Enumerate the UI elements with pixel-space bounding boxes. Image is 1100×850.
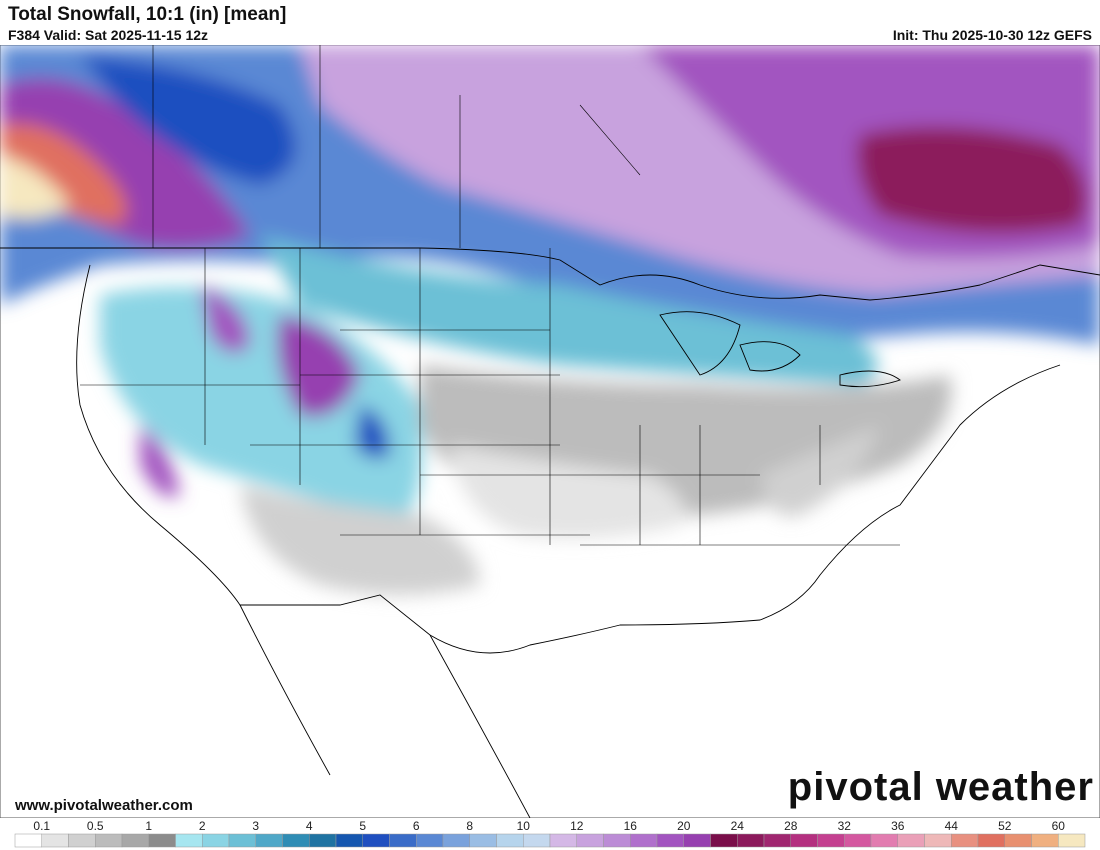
color-cell xyxy=(469,833,497,848)
great-lakes xyxy=(659,311,901,388)
color-cell xyxy=(442,833,470,848)
color-cell xyxy=(95,833,123,848)
colorbar-label: 44 xyxy=(945,819,959,833)
color-cell xyxy=(255,833,283,848)
colorbar-label: 5 xyxy=(359,819,366,833)
colorbar-label: 24 xyxy=(731,819,745,833)
color-cell xyxy=(362,833,390,848)
color-cell xyxy=(630,833,658,848)
color-cell xyxy=(977,833,1005,848)
colorbar-label: 0.5 xyxy=(87,819,104,833)
state-lines xyxy=(80,45,900,546)
color-cell xyxy=(282,833,310,848)
colorbar: 0.1 0.5 1 2 3 4 5 6 8 10 12 16 20 24 28 32 36 44 52 60 xyxy=(14,819,1086,848)
colorbar-label: 28 xyxy=(784,819,798,833)
colorbar-label: 2 xyxy=(199,819,206,833)
colorbar-label: 60 xyxy=(1052,819,1066,833)
color-cell xyxy=(576,833,604,848)
color-cell xyxy=(335,833,363,848)
colorbar-label: 8 xyxy=(466,819,473,833)
color-cell xyxy=(763,833,791,848)
color-cell xyxy=(924,833,952,848)
color-cell xyxy=(737,833,765,848)
color-cell xyxy=(523,833,551,848)
colorbar-label: 4 xyxy=(306,819,313,833)
color-cell xyxy=(202,833,230,848)
logo: pivotal weather xyxy=(787,765,1094,809)
us-canada-border xyxy=(0,247,1100,301)
colorbar-label: 1 xyxy=(145,819,152,833)
color-cell xyxy=(870,833,898,848)
color-cell xyxy=(817,833,845,848)
color-cell xyxy=(790,833,818,848)
map-title: Total Snowfall, 10:1 (in) [mean] xyxy=(8,4,287,25)
colorbar-label: 10 xyxy=(517,819,531,833)
valid-time: F384 Valid: Sat 2025-11-15 12z xyxy=(8,27,209,43)
colorbar-label: 0.1 xyxy=(33,819,50,833)
mexico-outline xyxy=(239,604,531,818)
color-cell xyxy=(41,833,69,848)
snowfall-field xyxy=(0,45,1100,595)
color-cell xyxy=(656,833,684,848)
color-cell xyxy=(228,833,256,848)
color-cell xyxy=(683,833,711,848)
borders xyxy=(0,45,1100,818)
color-cell xyxy=(309,833,337,848)
color-cell xyxy=(549,833,577,848)
color-cell xyxy=(416,833,444,848)
color-cell xyxy=(68,833,96,848)
us-coast xyxy=(76,264,1061,654)
color-cell xyxy=(710,833,738,848)
colorbar-label: 52 xyxy=(998,819,1012,833)
colorbar-label: 32 xyxy=(838,819,852,833)
color-cell xyxy=(1058,833,1086,848)
website: www.pivotalweather.com xyxy=(15,797,193,814)
color-cell xyxy=(121,833,149,848)
colorbar-label: 20 xyxy=(677,819,691,833)
map xyxy=(0,45,1100,818)
colorbar-label: 36 xyxy=(891,819,905,833)
colorbar-label: 3 xyxy=(252,819,259,833)
color-cell xyxy=(148,833,176,848)
color-cell xyxy=(14,833,42,848)
color-cell xyxy=(844,833,872,848)
color-cell xyxy=(951,833,979,848)
color-cell xyxy=(603,833,631,848)
init-time: Init: Thu 2025-10-30 12z GEFS xyxy=(892,27,1092,43)
colorbar-label: 6 xyxy=(413,819,420,833)
color-cell xyxy=(496,833,524,848)
colorbar-label: 16 xyxy=(624,819,638,833)
color-cell xyxy=(897,833,925,848)
colorbar-label: 12 xyxy=(570,819,584,833)
color-cell xyxy=(175,833,203,848)
color-cell xyxy=(1004,833,1032,848)
color-cell xyxy=(1031,833,1059,848)
color-cell xyxy=(389,833,417,848)
